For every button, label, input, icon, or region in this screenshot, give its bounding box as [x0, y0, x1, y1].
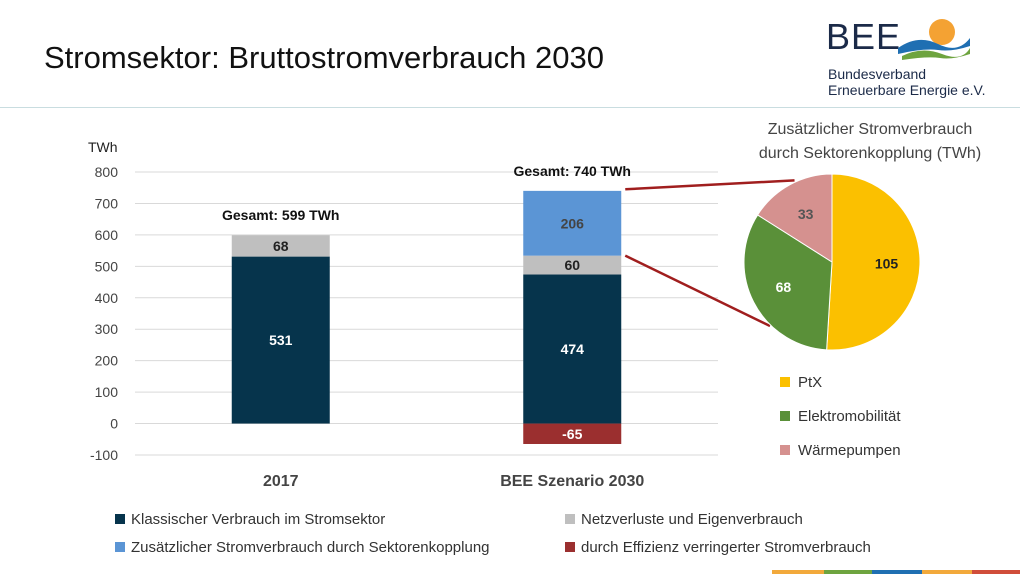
legend-label: Klassischer Verbrauch im Stromsektor [131, 510, 386, 528]
pie-slice [826, 173, 921, 351]
brand-strip-orange-2 [922, 570, 972, 574]
legend-item-sektorkopplung: Zusätzlicher Stromverbrauch durch Sektor… [115, 533, 490, 561]
waermepumpen-swatch [780, 445, 790, 455]
y-tick-label: 700 [95, 195, 119, 211]
y-axis-unit: TWh [88, 139, 118, 155]
y-tick-label: 100 [95, 384, 119, 400]
pie-title-line-1: Zusätzlicher Stromverbrauch [767, 121, 973, 138]
x-category-label: BEE Szenario 2030 [500, 473, 644, 490]
y-tick-label: 500 [95, 258, 119, 274]
klassisch-swatch [115, 514, 125, 524]
bar-data-label: 68 [273, 238, 289, 254]
bar-legend-left: Klassischer Verbrauch im Stromsektor Zus… [115, 505, 490, 561]
connector-line [624, 254, 771, 328]
bar-segment [523, 255, 622, 275]
y-tick-label: 300 [95, 321, 119, 337]
pie-legend-item-waermepumpen: Wärmepumpen [780, 433, 901, 467]
pie-legend: PtX Elektromobilität Wärmepumpen [780, 365, 901, 467]
y-tick-label: 800 [95, 164, 119, 180]
total-label: Gesamt: 599 TWh [222, 207, 339, 223]
total-label: Gesamt: 740 TWh [514, 163, 631, 179]
bar-data-label: 206 [561, 215, 585, 231]
pie-title-line-2: durch Sektorenkopplung (TWh) [758, 145, 982, 162]
brand-strip-orange [772, 570, 824, 574]
pie-legend-label: Wärmepumpen [798, 441, 901, 459]
logo-line-1: Bundesverband [828, 66, 927, 82]
bar-segment [231, 256, 330, 424]
bar-segment [523, 423, 622, 444]
legend-label: Zusätzlicher Stromverbrauch durch Sektor… [131, 538, 490, 556]
y-tick-label: 400 [95, 290, 119, 306]
netzverluste-swatch [565, 514, 575, 524]
legend-item-effizienz: durch Effizienz verringerter Stromverbra… [565, 533, 871, 561]
bar-segment [231, 235, 330, 257]
pie-legend-item-elektromobilitaet: Elektromobilität [780, 399, 901, 433]
slide-title: Stromsektor: Bruttostromverbrauch 2030 [44, 40, 604, 75]
sun-wave-icon [898, 19, 970, 60]
x-category-label: 2017 [263, 473, 299, 490]
legend-item-netzverluste: Netzverluste und Eigenverbrauch [565, 505, 871, 533]
brand-strip-red [972, 570, 1020, 574]
bar-data-label: 474 [561, 341, 585, 357]
legend-item-klassisch: Klassischer Verbrauch im Stromsektor [115, 505, 490, 533]
bar-data-label: 531 [269, 332, 293, 348]
pie-legend-label: PtX [798, 373, 823, 391]
elektromobilitaet-swatch [780, 411, 790, 421]
pie-data-label: 33 [798, 206, 814, 222]
bar-legend-right: Netzverluste und Eigenverbrauch durch Ef… [565, 505, 871, 561]
brand-strip-blue [872, 570, 922, 574]
pie-legend-item-ptx: PtX [780, 365, 901, 399]
ptx-swatch [780, 377, 790, 387]
pie-data-label: 68 [776, 279, 792, 295]
y-tick-label: 600 [95, 227, 119, 243]
sektorkopplung-swatch [115, 542, 125, 552]
effizienz-swatch [565, 542, 575, 552]
pie-legend-label: Elektromobilität [798, 407, 901, 425]
bar-segment [523, 274, 622, 424]
bar-segment [523, 190, 622, 256]
y-tick-label: 200 [95, 353, 119, 369]
y-tick-label: 0 [110, 416, 118, 432]
title-divider [0, 107, 1020, 108]
brand-strip-green [824, 570, 872, 574]
y-tick-label: -100 [90, 447, 118, 463]
bar-data-label: 60 [564, 257, 580, 273]
bar-and-pie-chart: 800 700 600 500 400 300 200 100 0 -100 TWh 531 68 Ges… [88, 139, 921, 490]
connector-line [625, 179, 795, 191]
logo-line-2: Erneuerbare Energie e.V. [828, 82, 986, 98]
logo-mark: BEE [826, 16, 902, 57]
legend-label: Netzverluste und Eigenverbrauch [581, 510, 803, 528]
legend-label: durch Effizienz verringerter Stromverbra… [581, 538, 871, 556]
pie-slice [756, 173, 833, 263]
pie-data-label: 105 [875, 256, 899, 272]
bee-logo: BEE Bundesverband Erneuerbare Energie e.… [826, 16, 996, 100]
pie-title: Zusätzlicher Stromverbrauch durch Sektor… [720, 118, 1020, 166]
bar-data-label: -65 [562, 426, 582, 442]
